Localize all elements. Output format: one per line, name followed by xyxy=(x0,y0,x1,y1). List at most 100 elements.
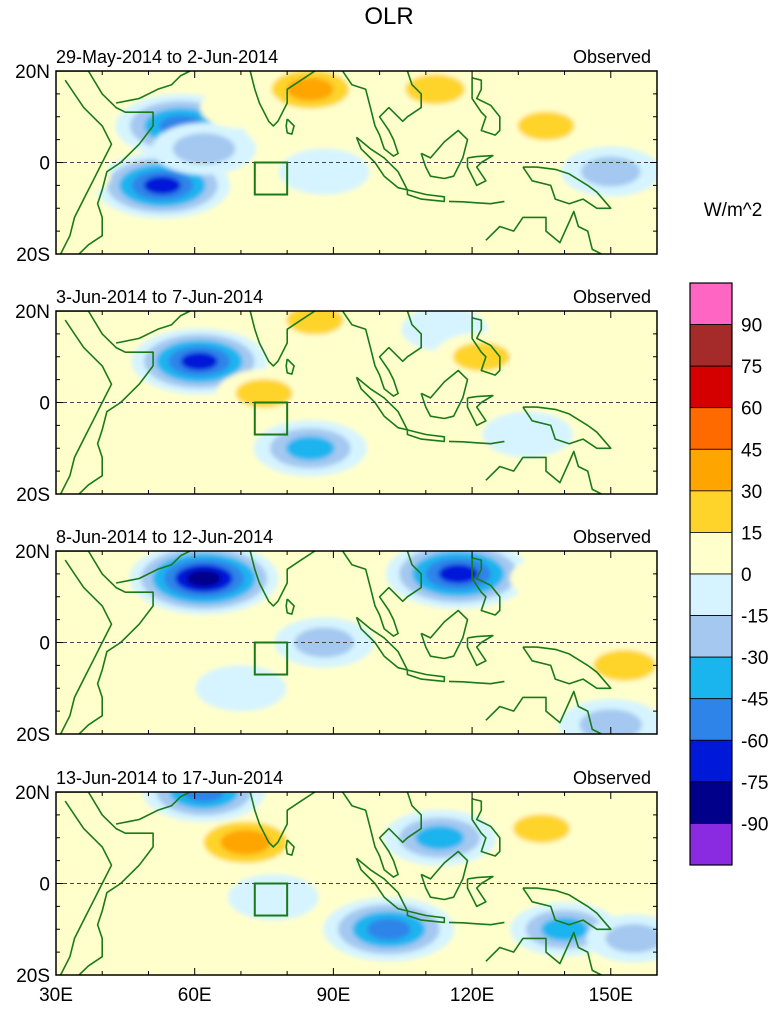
anomaly-contour xyxy=(438,564,478,584)
coastline xyxy=(56,792,154,975)
colorbar-label: 75 xyxy=(741,357,762,378)
panel-period: 3-Jun-2014 to 7-Jun-2014 xyxy=(56,287,263,307)
y-tick-label: 20N xyxy=(15,62,50,83)
anomaly-cell xyxy=(200,86,282,129)
panel-3-field xyxy=(56,533,657,734)
coastline xyxy=(355,136,409,191)
coastline xyxy=(448,200,505,205)
y-tick-label: 20S xyxy=(16,725,50,746)
y-tick-label: 20S xyxy=(16,245,50,266)
coastline xyxy=(426,774,472,788)
panel-tag: Observed xyxy=(573,47,651,67)
anomaly-cell xyxy=(278,148,370,195)
anomaly-contour xyxy=(286,77,334,101)
axis-ticks xyxy=(55,70,658,255)
panel-stack: 20N 0 20S 29-May-2014 to 2-Jun-2014 Observed… xyxy=(15,47,658,1006)
coastline xyxy=(222,71,317,127)
anomaly-contour xyxy=(195,665,287,712)
colorbar-label: 30 xyxy=(741,482,762,503)
anomaly-cell xyxy=(151,122,256,175)
x-tick-label: 150E xyxy=(589,985,633,1006)
anomaly-contour xyxy=(56,363,125,406)
anomaly-contour xyxy=(200,86,282,129)
coastline xyxy=(222,792,317,848)
panel-period: 29-May-2014 to 2-Jun-2014 xyxy=(56,47,278,67)
coastline xyxy=(341,792,422,878)
panel-2-field xyxy=(56,293,657,494)
colorbar-swatch xyxy=(689,739,733,783)
anomaly-cell xyxy=(493,804,589,853)
coastline xyxy=(485,210,602,254)
y-tick-label: 0 xyxy=(39,394,50,415)
coastline xyxy=(420,369,469,420)
coastlines xyxy=(56,293,612,494)
coastline xyxy=(420,609,469,660)
coastline xyxy=(115,792,191,825)
colorbar-swatch xyxy=(689,781,733,824)
coastline xyxy=(485,690,602,734)
coastline xyxy=(466,634,494,667)
axis-ticks xyxy=(55,310,658,495)
anomaly-cell xyxy=(129,551,279,615)
anomaly-cell xyxy=(56,363,125,406)
colorbar-label: -60 xyxy=(741,731,768,752)
colorbar: W/m^2 90 75 60 45 30 15 0 -15 -30 -45 -60 -75 -90 xyxy=(689,200,768,866)
coastline xyxy=(341,311,422,397)
coastlines xyxy=(56,71,612,254)
anomaly-contour xyxy=(278,148,370,195)
coastline xyxy=(115,71,191,104)
coastline xyxy=(285,358,295,375)
anomaly-cell xyxy=(216,369,312,418)
anomaly-contour xyxy=(172,133,236,165)
x-tick-label: 120E xyxy=(450,985,494,1006)
coastline xyxy=(56,311,154,494)
y-tick-label: 20S xyxy=(16,485,50,506)
anomaly-contour xyxy=(579,709,642,734)
coastline xyxy=(355,376,409,431)
coastline xyxy=(56,551,154,734)
anomaly-cell xyxy=(186,813,305,872)
anomaly-cell xyxy=(510,902,619,957)
colorbar-label: 45 xyxy=(741,440,762,461)
coastline xyxy=(485,450,602,494)
coastline xyxy=(426,533,472,547)
anomaly-cell xyxy=(59,815,146,860)
anomaly-contour xyxy=(541,917,588,941)
colorbar-label: -30 xyxy=(741,648,768,669)
anomaly-contour xyxy=(56,584,111,627)
y-tick-label: 20N xyxy=(15,542,50,563)
anomaly-cell xyxy=(195,665,287,712)
anomaly-blobs xyxy=(56,71,657,219)
coastline xyxy=(56,71,154,254)
anomaly-cell xyxy=(560,146,657,197)
coastline xyxy=(285,839,295,856)
coastline xyxy=(341,71,422,157)
colorbar-label: -45 xyxy=(741,690,768,711)
anomaly-cell xyxy=(385,71,485,115)
anomaly-blobs xyxy=(59,792,657,963)
coastline xyxy=(222,311,317,367)
colorbar-swatch xyxy=(689,282,733,325)
coastline xyxy=(448,440,505,445)
colorbar-swatch xyxy=(689,698,733,741)
anomaly-cell xyxy=(383,809,497,866)
reference-box xyxy=(253,641,289,676)
panel-period: 8-Jun-2014 to 12-Jun-2014 xyxy=(56,527,273,547)
coastline xyxy=(466,154,494,187)
colorbar-label: -15 xyxy=(741,607,768,628)
axis-ticks xyxy=(55,791,658,976)
coastline xyxy=(341,551,422,637)
colorbar-label: -75 xyxy=(741,773,768,794)
x-tick-label: 60E xyxy=(178,985,212,1006)
anomaly-contour xyxy=(367,918,411,940)
anomaly-contour xyxy=(299,670,386,715)
anomaly-cell xyxy=(142,792,265,822)
colorbar-units: W/m^2 xyxy=(704,200,763,221)
coastline xyxy=(426,293,472,307)
colorbar-label: -90 xyxy=(741,814,768,835)
anomaly-contour xyxy=(580,156,641,187)
anomaly-contour xyxy=(59,815,146,860)
coastline xyxy=(115,311,191,344)
anomaly-contour xyxy=(512,814,570,843)
panel-tag: Observed xyxy=(573,527,651,547)
